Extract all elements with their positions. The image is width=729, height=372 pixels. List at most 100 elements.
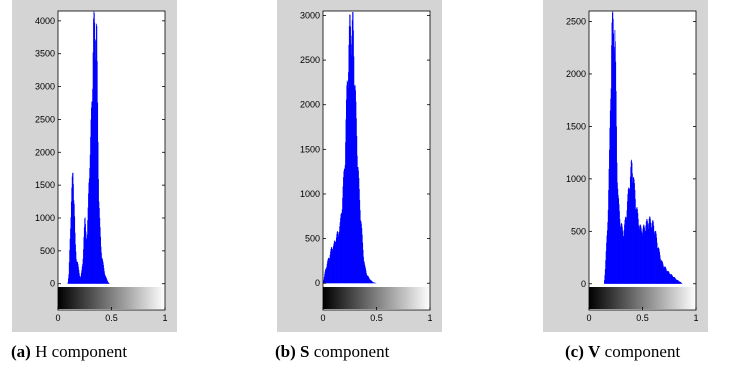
histogram-bar bbox=[635, 209, 637, 284]
histogram-bar bbox=[344, 165, 346, 284]
histogram-bar bbox=[619, 211, 620, 284]
histogram-bar bbox=[616, 126, 617, 284]
histogram-bar bbox=[364, 266, 366, 284]
histogram-bar bbox=[619, 219, 621, 284]
histogram-bar bbox=[626, 210, 628, 284]
histogram-bar bbox=[638, 225, 640, 284]
histogram-bar bbox=[667, 270, 669, 284]
histogram-bar bbox=[641, 231, 643, 284]
histogram-bar bbox=[105, 276, 106, 284]
histogram-bar bbox=[326, 263, 328, 284]
histogram-bar bbox=[371, 281, 373, 284]
y-tick-label: 2000 bbox=[35, 147, 55, 157]
histogram-bar bbox=[76, 261, 78, 284]
histogram-bar bbox=[337, 231, 338, 284]
y-tick-label: 3000 bbox=[35, 82, 55, 92]
histogram-bar bbox=[335, 237, 337, 284]
histogram-bar bbox=[609, 127, 611, 284]
histogram-bar bbox=[77, 261, 78, 284]
histogram-bar bbox=[668, 271, 670, 284]
histogram-bar bbox=[83, 227, 85, 284]
histogram-bar bbox=[351, 20, 353, 284]
histogram-bar bbox=[338, 231, 340, 284]
histogram-bar bbox=[640, 225, 642, 284]
histogram-bar bbox=[625, 216, 627, 284]
histogram-bar bbox=[649, 216, 651, 284]
histogram-bar bbox=[662, 262, 663, 284]
histogram-bar bbox=[617, 182, 618, 284]
y-tick-label: 1500 bbox=[300, 144, 320, 154]
histogram-bar bbox=[655, 231, 657, 284]
histogram-bar bbox=[332, 249, 334, 284]
histogram-bar bbox=[96, 25, 98, 284]
histogram-bar bbox=[651, 227, 653, 284]
histogram-bar bbox=[675, 279, 677, 284]
histogram-bar bbox=[667, 270, 668, 284]
histogram-bar bbox=[371, 281, 373, 284]
caption-s: (b) S component bbox=[275, 342, 389, 362]
histogram-bar bbox=[637, 213, 639, 284]
histogram-bar bbox=[353, 30, 354, 284]
histogram-bar bbox=[645, 221, 647, 284]
histogram-bar bbox=[70, 201, 72, 284]
y-tick-label: 1500 bbox=[35, 180, 55, 190]
histogram-bar bbox=[364, 264, 366, 284]
histogram-bar bbox=[351, 35, 353, 284]
histogram-bar bbox=[668, 272, 670, 284]
histogram-bar bbox=[677, 280, 678, 284]
y-tick-label: 2500 bbox=[566, 16, 586, 26]
histogram-bar bbox=[668, 271, 669, 284]
histogram-bar bbox=[661, 261, 663, 284]
histogram-bar bbox=[79, 275, 81, 284]
histogram-bar bbox=[328, 258, 329, 284]
histogram-bar bbox=[338, 233, 339, 284]
histogram-bar bbox=[609, 149, 610, 284]
histogram-bar bbox=[627, 194, 629, 284]
histogram-bar bbox=[632, 177, 634, 284]
intensity-colorbar-v bbox=[589, 287, 696, 309]
histogram-bar bbox=[678, 280, 679, 284]
histogram-bar bbox=[621, 224, 623, 284]
histogram-bar bbox=[643, 225, 645, 284]
histogram-bar bbox=[354, 86, 356, 284]
histogram-bar bbox=[656, 237, 658, 284]
histogram-bar bbox=[328, 257, 330, 284]
caption-h-tag: (a) bbox=[11, 342, 31, 361]
histogram-bar bbox=[678, 281, 680, 284]
histogram-bar bbox=[89, 168, 91, 284]
histogram-bar bbox=[609, 110, 611, 284]
histogram-bar bbox=[675, 278, 676, 284]
histogram-bar bbox=[78, 266, 79, 284]
x-tick-label: 0.5 bbox=[370, 313, 383, 323]
intensity-colorbar-s bbox=[323, 287, 430, 309]
histogram-bar bbox=[354, 85, 356, 284]
histogram-bar bbox=[93, 11, 95, 284]
histogram-bars-v bbox=[604, 11, 683, 284]
histogram-bar bbox=[614, 41, 616, 284]
histogram-bar bbox=[620, 226, 622, 284]
histogram-bar bbox=[637, 209, 638, 284]
histogram-bar bbox=[644, 227, 645, 284]
histogram-bar bbox=[616, 162, 618, 284]
histogram-bar bbox=[634, 199, 636, 284]
histogram-bar bbox=[630, 161, 632, 284]
histogram-bar bbox=[626, 219, 627, 284]
histogram-bar bbox=[103, 271, 105, 284]
histogram-bar bbox=[679, 281, 681, 284]
y-tick-label: 1000 bbox=[566, 174, 586, 184]
histogram-bar bbox=[612, 18, 614, 284]
histogram-bar bbox=[663, 267, 665, 284]
histogram-bars-s bbox=[323, 12, 377, 284]
histogram-bar bbox=[680, 282, 682, 284]
histogram-bar bbox=[674, 277, 676, 284]
histogram-bar bbox=[96, 61, 98, 284]
histogram-bar bbox=[336, 234, 338, 284]
histogram-bar bbox=[659, 255, 661, 284]
histogram-bar bbox=[662, 265, 664, 284]
histogram-bar bbox=[657, 247, 658, 284]
histogram-bar bbox=[650, 227, 652, 284]
histogram-bar bbox=[615, 61, 617, 284]
histogram-bar bbox=[351, 55, 352, 284]
histogram-bar bbox=[612, 11, 614, 284]
caption-s-letter: S bbox=[300, 342, 310, 361]
